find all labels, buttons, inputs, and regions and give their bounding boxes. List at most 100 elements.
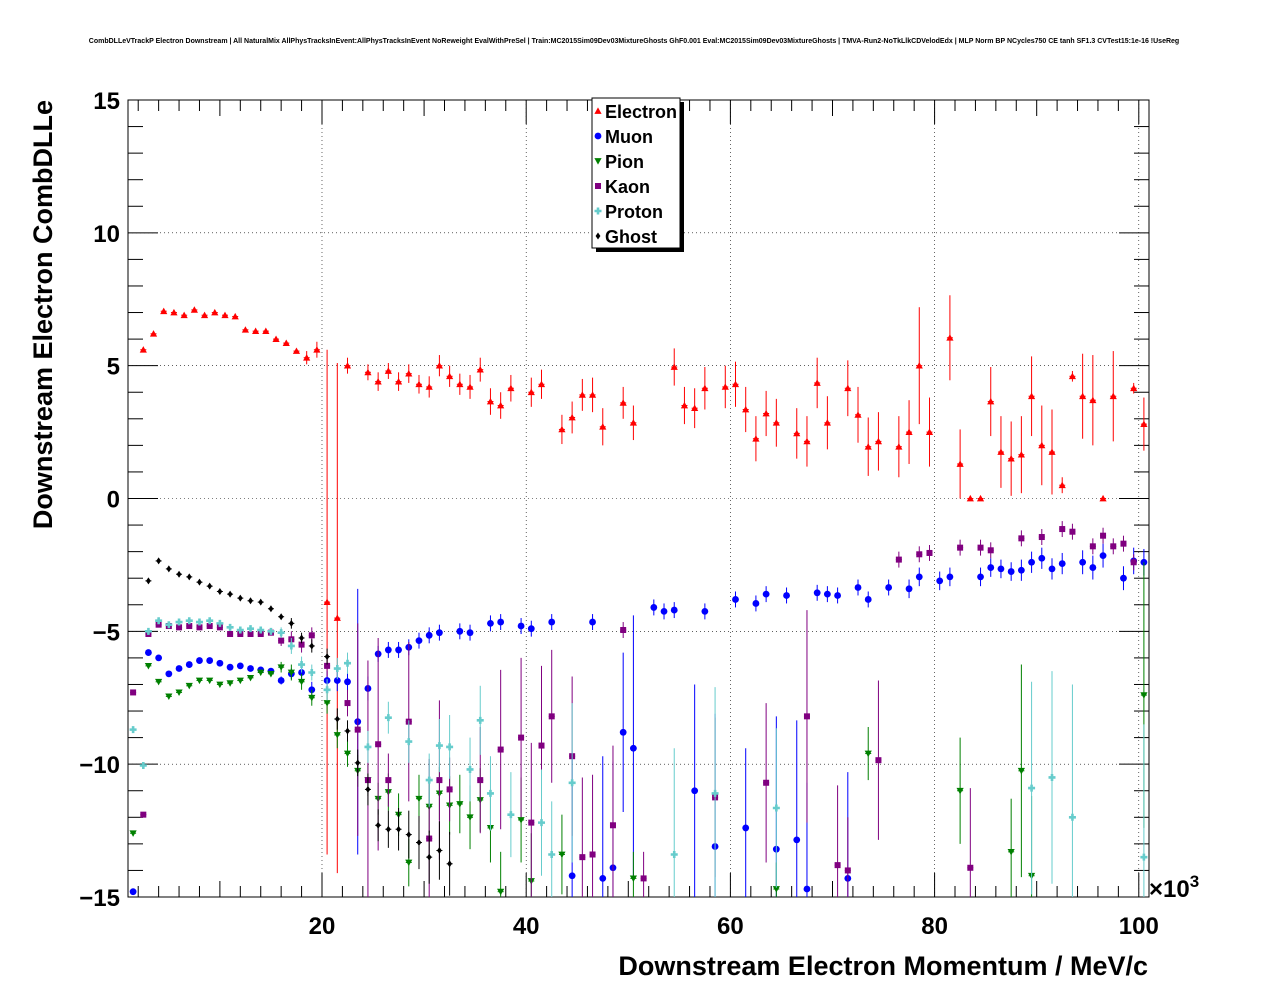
data-point: [394, 378, 403, 385]
data-point: [190, 306, 198, 313]
series-pion: [129, 562, 1148, 897]
data-point: [772, 886, 780, 893]
data-point: [1130, 384, 1138, 392]
data-point: [186, 623, 193, 630]
data-point: [691, 404, 699, 412]
data-point: [364, 743, 372, 751]
data-point: [197, 578, 202, 586]
data-point: [793, 836, 801, 844]
data-point: [247, 630, 254, 637]
data-point: [207, 582, 213, 590]
data-point: [1027, 392, 1036, 400]
data-point: [435, 362, 444, 369]
data-point: [1007, 455, 1015, 462]
data-point: [365, 785, 371, 793]
data-point: [415, 380, 423, 388]
x-tick-label: 40: [513, 913, 540, 940]
data-point: [1109, 392, 1117, 400]
data-point: [916, 551, 923, 558]
data-point: [680, 401, 689, 409]
data-point: [333, 677, 341, 684]
data-point: [497, 618, 505, 626]
legend-label: Muon: [605, 127, 653, 147]
data-point: [227, 590, 233, 598]
data-point: [966, 494, 974, 502]
data-point: [247, 665, 254, 672]
data-point: [345, 727, 350, 735]
data-point: [732, 596, 739, 603]
data-point: [267, 670, 275, 678]
data-point: [247, 625, 255, 633]
data-point: [1069, 528, 1076, 535]
data-point: [731, 380, 740, 388]
data-point: [670, 850, 678, 858]
data-point: [425, 631, 433, 639]
data-point: [425, 383, 433, 390]
data-point: [344, 678, 351, 686]
data-point: [875, 757, 882, 764]
data-point: [1058, 560, 1066, 567]
data-point: [313, 346, 321, 353]
data-point: [298, 661, 306, 669]
data-point: [977, 573, 984, 581]
data-point: [299, 634, 304, 642]
data-point: [486, 397, 495, 405]
data-point: [629, 875, 637, 883]
data-point: [456, 627, 464, 635]
data-point: [426, 853, 432, 861]
data-point: [1038, 534, 1045, 541]
data-point: [568, 779, 576, 787]
data-point: [957, 544, 964, 551]
data-point: [277, 677, 285, 684]
data-point: [145, 649, 152, 656]
data-point: [130, 689, 137, 696]
data-point: [497, 746, 504, 753]
data-point: [446, 786, 453, 793]
data-point: [956, 460, 964, 467]
data-point: [155, 617, 163, 625]
data-point: [1038, 554, 1046, 562]
data-point: [324, 662, 331, 669]
data-point: [1140, 692, 1148, 699]
legend-marker: [595, 232, 601, 240]
data-point: [231, 312, 239, 320]
legend-box: [591, 97, 681, 249]
data-point: [221, 311, 229, 319]
data-point: [588, 391, 597, 398]
data-point: [252, 327, 260, 335]
data-point: [609, 822, 616, 829]
data-point: [308, 669, 316, 677]
y-tick-label: 5: [107, 354, 120, 381]
x-tick-label: 100: [1119, 913, 1159, 940]
data-point: [823, 419, 831, 426]
data-point: [476, 716, 484, 724]
data-point: [670, 363, 678, 370]
data-point: [277, 629, 285, 637]
data-point: [528, 819, 535, 826]
data-point: [155, 654, 163, 662]
y-tick-label: −10: [79, 752, 120, 779]
data-point: [206, 617, 214, 625]
data-point: [967, 864, 974, 871]
data-point: [538, 819, 546, 827]
data-point: [272, 335, 280, 342]
data-point: [864, 443, 872, 450]
data-point: [258, 598, 264, 606]
data-point: [277, 664, 285, 671]
data-point: [308, 694, 316, 702]
series-proton: [129, 617, 1148, 897]
data-point: [324, 653, 330, 661]
data-point: [895, 443, 903, 450]
data-point: [987, 547, 994, 554]
data-point: [1048, 773, 1056, 781]
data-point: [170, 308, 178, 316]
data-point: [216, 624, 223, 631]
data-point: [823, 590, 831, 598]
data-point: [176, 624, 183, 631]
legend-label: Ghost: [605, 227, 657, 247]
data-point: [248, 597, 253, 605]
legend-entry-kaon: Kaon: [595, 177, 650, 197]
x-tick-label: 80: [921, 913, 948, 940]
data-point: [721, 383, 729, 390]
data-point: [701, 384, 709, 392]
